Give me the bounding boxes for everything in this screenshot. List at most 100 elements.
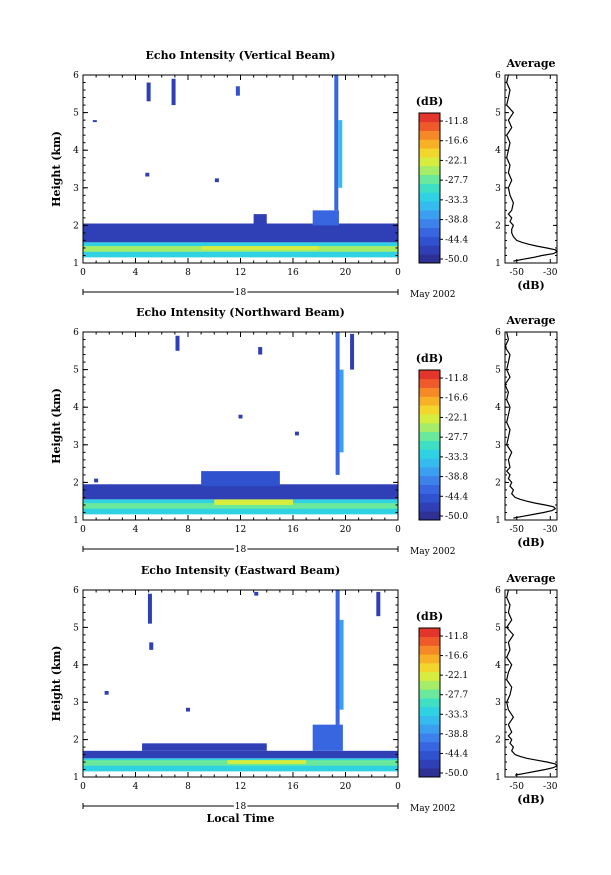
colorbar-tick-label: -33.3 — [445, 453, 468, 463]
average-y-tick-label: 1 — [495, 516, 501, 526]
echo-patch-2 — [149, 642, 154, 650]
echo-patch-4 — [339, 619, 344, 710]
x-tick-label: 4 — [133, 782, 139, 792]
x-tick-label: 8 — [185, 525, 191, 535]
average-y-tick-label: 6 — [495, 328, 501, 338]
echo-patch-8 — [338, 120, 343, 188]
echo-patch-5 — [145, 172, 150, 177]
colorbar-swatch — [419, 511, 440, 521]
colorbar-swatch — [419, 245, 440, 255]
echo-patch-1 — [147, 593, 152, 624]
colorbar-tick-label: -16.6 — [445, 652, 468, 662]
colorbar-swatch — [419, 218, 440, 229]
colorbar-tick-label: -33.3 — [445, 710, 468, 720]
average-y-tick-label: 2 — [495, 478, 501, 488]
echo-layer-6 — [312, 210, 339, 226]
colorbar-swatch — [419, 370, 440, 380]
colorbar-swatch — [419, 671, 440, 681]
colorbar-swatch — [419, 636, 440, 646]
colorbar-swatch — [419, 405, 440, 415]
colorbar-swatch — [419, 715, 440, 725]
panel-title: Echo Intensity (Northward Beam) — [136, 306, 345, 319]
x-tick-label: 16 — [287, 782, 299, 792]
colorbar-swatch — [419, 724, 440, 734]
y-tick-label: 1 — [73, 259, 79, 269]
colorbar-swatch — [419, 183, 440, 193]
echo-patch-5 — [350, 333, 355, 370]
y-tick-label: 3 — [73, 441, 79, 451]
y-tick-label: 6 — [73, 328, 79, 338]
average-title: Average — [505, 314, 555, 327]
month-label: May 2002 — [410, 290, 455, 300]
x-axis-label: Local Time — [207, 812, 275, 825]
y-axis-label: Height (km) — [50, 131, 63, 207]
colorbar-tick-label: -22.1 — [445, 156, 468, 166]
colorbar-tick-label: -11.8 — [445, 632, 468, 642]
colorbar-swatch — [419, 157, 440, 167]
day-label: 18 — [235, 288, 247, 298]
y-tick-label: 4 — [73, 146, 79, 156]
colorbar-swatch — [419, 165, 440, 176]
colorbar-swatch — [419, 502, 440, 512]
echo-patch-7 — [334, 75, 339, 211]
echo-layer-3 — [214, 499, 293, 505]
colorbar-swatch — [419, 414, 440, 424]
month-label: May 2002 — [410, 804, 455, 814]
x-tick-label: 20 — [340, 782, 352, 792]
y-axis-label: Height (km) — [50, 388, 63, 464]
colorbar-tick-label: -11.8 — [445, 117, 468, 127]
average-y-tick-label: 3 — [495, 184, 501, 194]
y-tick-label: 1 — [73, 773, 79, 783]
colorbar-swatch — [419, 645, 440, 655]
echo-patch-3 — [335, 590, 340, 733]
colorbar-swatch — [419, 227, 440, 237]
average-y-tick-label: 6 — [495, 71, 501, 81]
colorbar: (dB)-11.8 -16.6 -22.1 -27.7 -33.3 -38.8 -44.4 -… — [416, 352, 469, 522]
average-profile-line — [506, 74, 558, 262]
x-tick-label: 0 — [395, 782, 401, 792]
echo-layers — [83, 75, 398, 258]
colorbar-swatch — [419, 733, 440, 743]
colorbar-swatch — [419, 236, 440, 246]
average-y-tick-label: 2 — [495, 221, 501, 231]
average-y-tick-label: 6 — [495, 586, 501, 596]
colorbar-swatch — [419, 431, 440, 441]
y-tick-label: 5 — [73, 366, 79, 376]
colorbar-unit-label: (dB) — [416, 610, 443, 623]
y-tick-label: 3 — [73, 184, 79, 194]
average-x-tick-label: -30 — [543, 525, 558, 535]
y-tick-label: 2 — [73, 478, 79, 488]
echo-layer-4 — [83, 223, 398, 243]
y-tick-label: 3 — [73, 698, 79, 708]
colorbar-tick-label: -27.7 — [445, 433, 468, 443]
panel-title: Echo Intensity (Eastward Beam) — [141, 564, 340, 577]
colorbar-swatch — [419, 663, 440, 673]
colorbar-swatch — [419, 759, 440, 769]
colorbar-tick-label: -50.0 — [445, 769, 468, 779]
echo-patch-8 — [94, 478, 99, 483]
average-y-tick-label: 1 — [495, 259, 501, 269]
day-label: 18 — [235, 802, 247, 812]
panel-3: Echo Intensity (Eastward Beam)0 4 8 12 16 20 0… — [50, 564, 558, 825]
colorbar-tick-label: -44.4 — [445, 492, 468, 502]
colorbar-swatch — [419, 139, 440, 149]
colorbar-swatch — [419, 750, 440, 760]
echo-patch-6 — [214, 178, 219, 183]
y-tick-label: 4 — [73, 403, 79, 413]
average-y-tick-label: 5 — [495, 366, 501, 376]
echo-patch-2 — [258, 347, 263, 355]
colorbar-swatch — [419, 680, 440, 690]
colorbar-tick-label: -33.3 — [445, 196, 468, 206]
colorbar-swatch — [419, 654, 440, 664]
colorbar-tick-label: -38.8 — [445, 730, 468, 740]
average-profile-line — [504, 331, 557, 519]
average-y-tick-label: 1 — [495, 773, 501, 783]
y-tick-label: 6 — [73, 71, 79, 81]
colorbar-swatch — [419, 467, 440, 477]
colorbar-swatch — [419, 210, 440, 220]
y-tick-label: 1 — [73, 516, 79, 526]
echo-layers — [83, 332, 398, 515]
average-profile: Average 1 2 3 4 5 6 -50 -30(dB) — [495, 572, 558, 806]
colorbar-tick-label: -44.4 — [445, 235, 468, 245]
